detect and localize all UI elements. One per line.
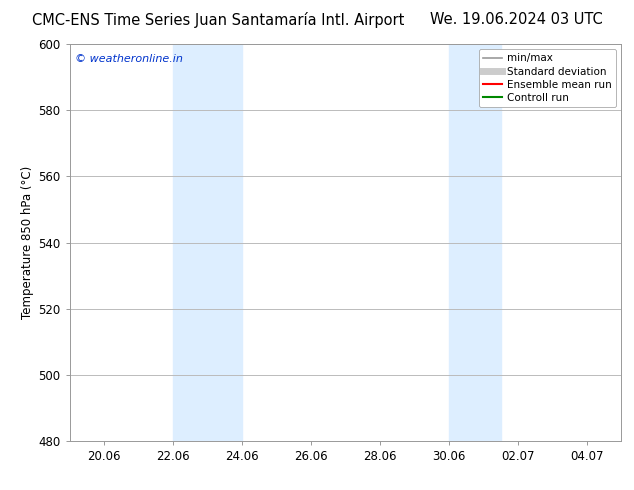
Y-axis label: Temperature 850 hPa (°C): Temperature 850 hPa (°C) bbox=[22, 166, 34, 319]
Text: © weatheronline.in: © weatheronline.in bbox=[75, 54, 183, 64]
Legend: min/max, Standard deviation, Ensemble mean run, Controll run: min/max, Standard deviation, Ensemble me… bbox=[479, 49, 616, 107]
Bar bbox=[173, 44, 242, 441]
Bar bbox=[449, 44, 501, 441]
Text: We. 19.06.2024 03 UTC: We. 19.06.2024 03 UTC bbox=[430, 12, 602, 27]
Text: CMC-ENS Time Series Juan Santamaría Intl. Airport: CMC-ENS Time Series Juan Santamaría Intl… bbox=[32, 12, 404, 28]
